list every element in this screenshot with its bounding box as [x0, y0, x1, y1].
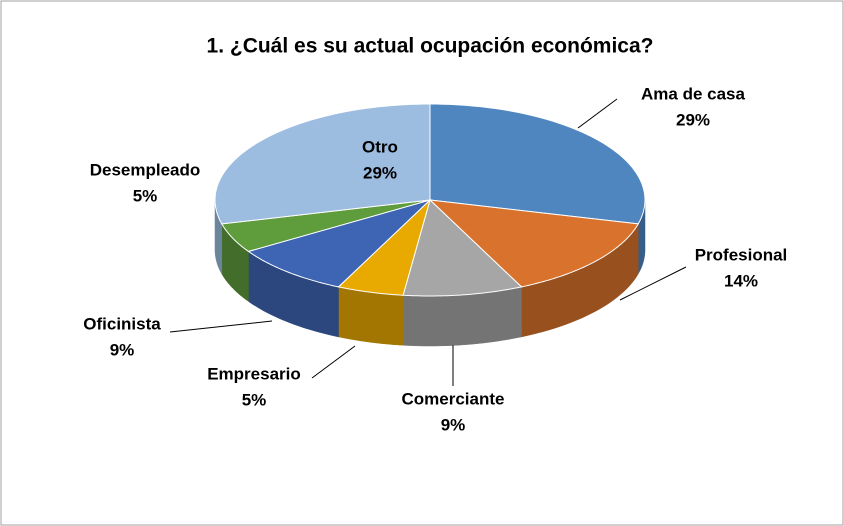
pie-slice — [214, 103, 431, 225]
pie-slice-side — [338, 286, 404, 346]
leader-line — [169, 320, 273, 333]
pie-slice — [428, 199, 640, 288]
data-label-name: Desempleado — [90, 160, 201, 179]
data-label-name: Profesional — [695, 245, 788, 264]
data-label-name: Otro — [362, 137, 398, 156]
chart-title: 1. ¿Cuál es su actual ocupación económic… — [207, 35, 654, 58]
data-label-value: 9% — [441, 415, 466, 434]
data-label-value: 9% — [110, 340, 135, 359]
pie-slice — [402, 199, 523, 297]
leader-line — [619, 266, 687, 301]
data-label-value: 5% — [242, 390, 267, 409]
leader-line — [577, 98, 618, 129]
data-label-name: Ama de casa — [641, 84, 745, 103]
pie-slice — [247, 199, 431, 288]
data-label-name: Oficinista — [83, 314, 161, 333]
data-label-value: 29% — [363, 163, 397, 182]
data-label-value: 29% — [676, 110, 710, 129]
pie-slice — [337, 198, 431, 296]
data-label-name: Comerciante — [402, 389, 505, 408]
pie-slice — [221, 199, 431, 252]
data-label-value: 14% — [724, 271, 758, 290]
data-label-name: Empresario — [207, 364, 301, 383]
leader-line — [311, 345, 356, 379]
pie-slice — [429, 103, 646, 225]
data-label-value: 5% — [133, 186, 158, 205]
